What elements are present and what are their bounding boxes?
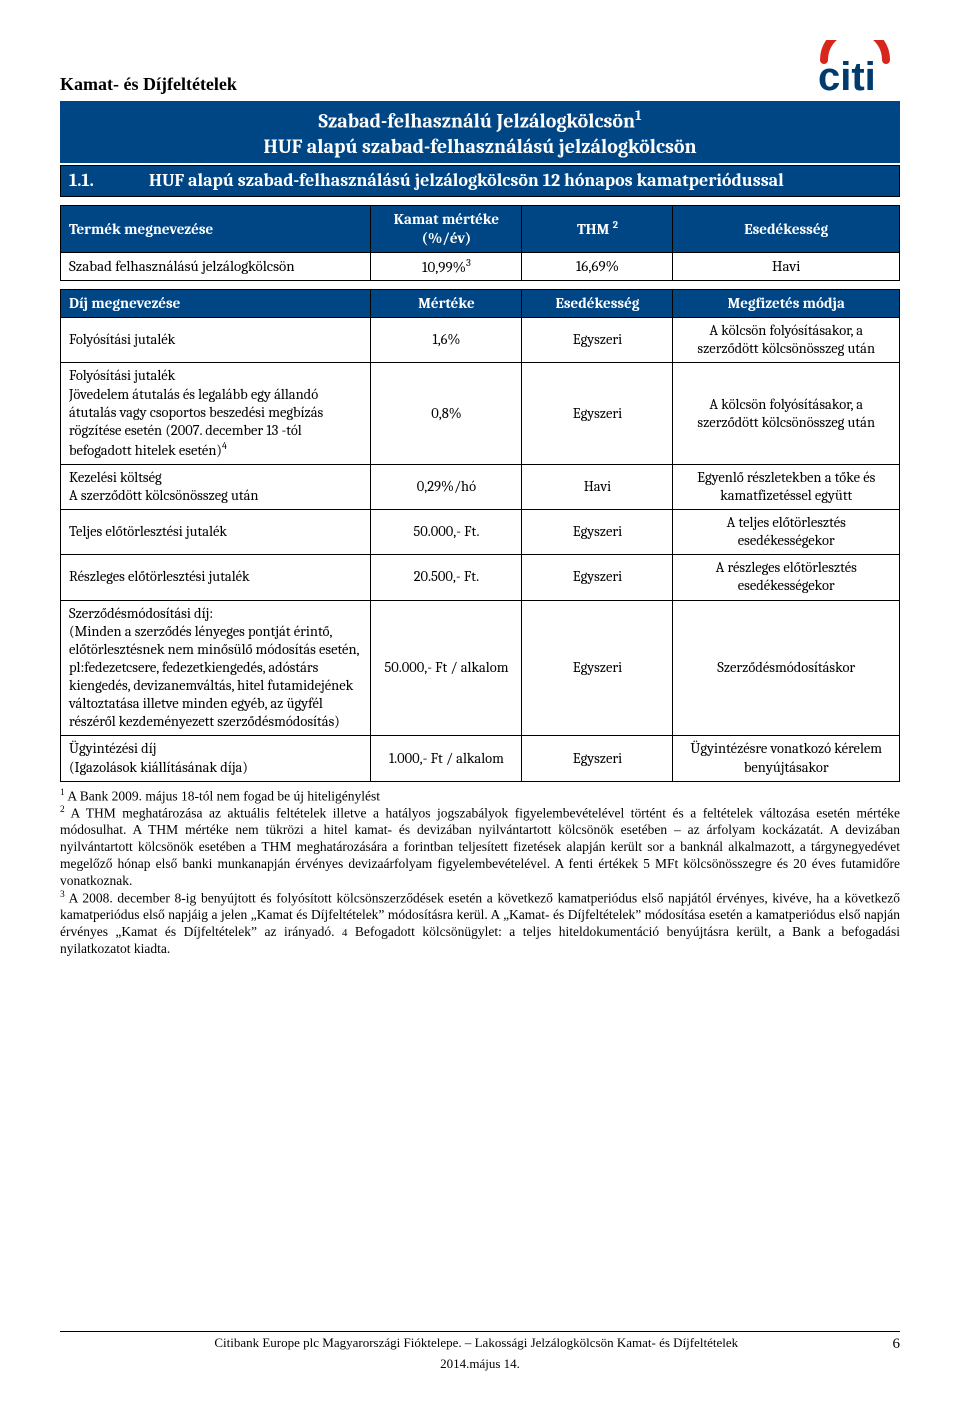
th-product-name: Termék megnevezése [61, 206, 371, 253]
cell-fee-name: Folyósítási jutalékJövedelem átutalás és… [61, 363, 371, 464]
footer-text: Citibank Europe plc Magyarországi Fiókte… [60, 1335, 893, 1354]
cell-fee-val: 1,6% [371, 318, 522, 363]
cell-rate: 10,99%3 [371, 252, 522, 281]
cell-fee-val: 1.000,- Ft / alkalom [371, 736, 522, 781]
cell-fee-freq: Havi [522, 464, 673, 509]
cell-fee-name: Szerződésmódosítási díj:(Minden a szerző… [61, 600, 371, 736]
footnotes: 1 A Bank 2009. május 18-tól nem fogad be… [60, 788, 900, 958]
subsection-text: HUF alapú szabad-felhasználású jelzálogk… [141, 166, 899, 197]
footer-date: 2014.május 14. [60, 1356, 900, 1372]
cell-fee-freq: Egyszeri [522, 600, 673, 736]
th-fee-pay: Megfizetés módja [673, 290, 900, 318]
page-title: Kamat- és Díjfeltételek [60, 73, 237, 96]
section-title-line2: HUF alapú szabad-felhasználású jelzálogk… [263, 135, 696, 158]
cell-fee-name: Teljes előtörlesztési jutalék [61, 510, 371, 555]
table-row: Ügyintézési díj(Igazolások kiállításának… [61, 736, 900, 781]
th-fee-val: Mértéke [371, 290, 522, 318]
cell-fee-name: Folyósítási jutalék [61, 318, 371, 363]
cell-fee-pay: A részleges előtörlesztés esedékességeko… [673, 555, 900, 600]
section-title-sup: 1 [635, 107, 641, 124]
cell-fee-val: 0,29%/hó [371, 464, 522, 509]
th-fee-name: Díj megnevezése [61, 290, 371, 318]
cell-product-name: Szabad felhasználású jelzálogkölcsön [61, 252, 371, 281]
cell-fee-pay: A kölcsön folyósításakor, a szerződött k… [673, 318, 900, 363]
cell-fee-freq: Egyszeri [522, 555, 673, 600]
table-row: Kezelési költségA szerződött kölcsönössz… [61, 464, 900, 509]
table-row: Teljes előtörlesztési jutalék50.000,- Ft… [61, 510, 900, 555]
cell-fee-freq: Egyszeri [522, 736, 673, 781]
cell-fee-pay: A kölcsön folyósításakor, a szerződött k… [673, 363, 900, 464]
svg-text:citi: citi [818, 55, 876, 95]
cell-fee-val: 0,8% [371, 363, 522, 464]
subsection-row: 1.1. HUF alapú szabad-felhasználású jelz… [60, 165, 900, 198]
cell-fee-val: 50.000,- Ft. [371, 510, 522, 555]
footer: Citibank Europe plc Magyarországi Fiókte… [60, 1331, 900, 1372]
th-rate: Kamat mértéke (%/év) [371, 206, 522, 253]
cell-fee-name: Kezelési költségA szerződött kölcsönössz… [61, 464, 371, 509]
cell-fee-name: Részleges előtörlesztési jutalék [61, 555, 371, 600]
citi-logo: citi [810, 40, 900, 95]
cell-due: Havi [673, 252, 900, 281]
cell-fee-val: 20.500,- Ft. [371, 555, 522, 600]
th-fee-freq: Esedékesség [522, 290, 673, 318]
page-number: 6 [893, 1335, 901, 1354]
cell-fee-freq: Egyszeri [522, 510, 673, 555]
table-row: Szerződésmódosítási díj:(Minden a szerző… [61, 600, 900, 736]
th-due: Esedékesség [673, 206, 900, 253]
cell-fee-pay: Ügyintézésre vonatkozó kérelem benyújtás… [673, 736, 900, 781]
th-thm: THM 2 [522, 206, 673, 253]
table-row: Részleges előtörlesztési jutalék20.500,-… [61, 555, 900, 600]
subsection-num: 1.1. [61, 166, 141, 197]
table-row: Szabad felhasználású jelzálogkölcsön 10,… [61, 252, 900, 281]
cell-fee-freq: Egyszeri [522, 318, 673, 363]
cell-thm: 16,69% [522, 252, 673, 281]
cell-fee-freq: Egyszeri [522, 363, 673, 464]
table-row: Folyósítási jutalékJövedelem átutalás és… [61, 363, 900, 464]
cell-fee-val: 50.000,- Ft / alkalom [371, 600, 522, 736]
cell-fee-pay: Egyenlő részletekben a tőke és kamatfize… [673, 464, 900, 509]
cell-fee-name: Ügyintézési díj(Igazolások kiállításának… [61, 736, 371, 781]
cell-fee-pay: A teljes előtörlesztés esedékességekor [673, 510, 900, 555]
product-table: Termék megnevezése Kamat mértéke (%/év) … [60, 205, 900, 281]
fees-table: Díj megnevezése Mértéke Esedékesség Megf… [60, 289, 900, 781]
section-header: Szabad-felhasználú Jelzálogkölcsön1 HUF … [60, 101, 900, 163]
cell-fee-pay: Szerződésmódosításkor [673, 600, 900, 736]
table-row: Folyósítási jutalék1,6%EgyszeriA kölcsön… [61, 318, 900, 363]
section-title-line1: Szabad-felhasználú Jelzálogkölcsön [319, 110, 636, 133]
